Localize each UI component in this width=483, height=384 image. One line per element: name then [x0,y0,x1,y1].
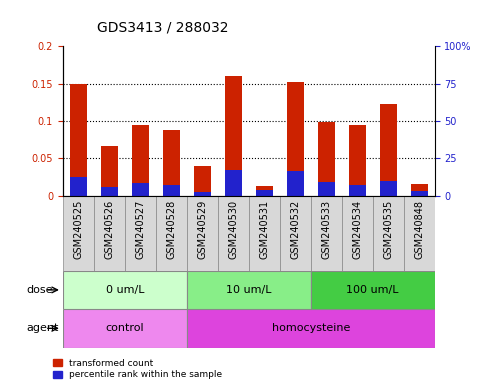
Text: GSM240527: GSM240527 [135,200,145,259]
Text: GSM240533: GSM240533 [321,200,331,259]
Text: GSM240534: GSM240534 [352,200,362,259]
Legend: transformed count, percentile rank within the sample: transformed count, percentile rank withi… [53,359,222,379]
Bar [194,166,211,196]
FancyBboxPatch shape [311,271,435,309]
Bar [349,125,366,196]
Bar [101,187,118,196]
Bar [256,186,273,196]
Text: 0 um/L: 0 um/L [105,285,144,295]
FancyBboxPatch shape [218,196,249,271]
Bar [256,190,273,196]
FancyBboxPatch shape [63,309,187,348]
Text: GSM240526: GSM240526 [104,200,114,259]
FancyBboxPatch shape [249,196,280,271]
Bar [287,171,304,196]
Bar [132,183,149,196]
Bar [163,130,180,196]
Bar [225,170,242,196]
Bar [380,104,397,196]
Text: GDS3413 / 288032: GDS3413 / 288032 [97,21,228,35]
Text: agent: agent [27,323,59,333]
Text: GSM240528: GSM240528 [166,200,176,259]
Bar [318,182,335,196]
Bar [349,185,366,196]
Text: GSM240529: GSM240529 [197,200,207,259]
Text: dose: dose [27,285,53,295]
FancyBboxPatch shape [63,271,187,309]
Bar [132,125,149,196]
Bar [225,76,242,196]
Bar [318,122,335,196]
Text: GSM240848: GSM240848 [414,200,424,258]
Bar [380,181,397,196]
Text: control: control [105,323,144,333]
FancyBboxPatch shape [187,196,218,271]
FancyBboxPatch shape [311,196,342,271]
Text: GSM240531: GSM240531 [259,200,269,259]
Text: GSM240525: GSM240525 [73,200,83,259]
Bar [411,184,428,196]
FancyBboxPatch shape [280,196,311,271]
Bar [70,84,87,196]
Text: 10 um/L: 10 um/L [226,285,271,295]
FancyBboxPatch shape [94,196,125,271]
FancyBboxPatch shape [63,196,94,271]
FancyBboxPatch shape [404,196,435,271]
Bar [101,146,118,196]
FancyBboxPatch shape [187,271,311,309]
FancyBboxPatch shape [187,309,435,348]
Bar [70,177,87,196]
Bar [411,190,428,196]
Text: GSM240530: GSM240530 [228,200,238,259]
Text: GSM240532: GSM240532 [290,200,300,259]
FancyBboxPatch shape [156,196,187,271]
Bar [194,192,211,196]
Bar [163,185,180,196]
FancyBboxPatch shape [125,196,156,271]
Bar [287,82,304,196]
FancyBboxPatch shape [342,196,373,271]
Text: homocysteine: homocysteine [271,323,350,333]
Text: 100 um/L: 100 um/L [346,285,399,295]
Text: GSM240535: GSM240535 [383,200,393,259]
FancyBboxPatch shape [373,196,404,271]
